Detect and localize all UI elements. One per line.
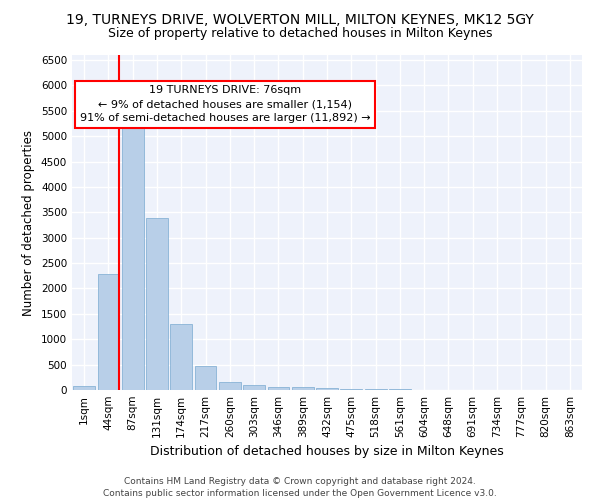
Y-axis label: Number of detached properties: Number of detached properties bbox=[22, 130, 35, 316]
Bar bbox=[219, 382, 241, 390]
Bar bbox=[340, 389, 362, 390]
Bar bbox=[268, 386, 289, 390]
Bar bbox=[292, 387, 314, 390]
Bar bbox=[316, 388, 338, 390]
Bar bbox=[97, 274, 119, 390]
Bar bbox=[170, 324, 192, 390]
Bar bbox=[146, 218, 168, 390]
Bar bbox=[365, 389, 386, 390]
Bar bbox=[73, 386, 95, 390]
Bar bbox=[122, 115, 143, 390]
Text: Size of property relative to detached houses in Milton Keynes: Size of property relative to detached ho… bbox=[108, 28, 492, 40]
Text: 19 TURNEYS DRIVE: 76sqm
← 9% of detached houses are smaller (1,154)
91% of semi-: 19 TURNEYS DRIVE: 76sqm ← 9% of detached… bbox=[80, 85, 370, 123]
Text: 19, TURNEYS DRIVE, WOLVERTON MILL, MILTON KEYNES, MK12 5GY: 19, TURNEYS DRIVE, WOLVERTON MILL, MILTO… bbox=[66, 12, 534, 26]
X-axis label: Distribution of detached houses by size in Milton Keynes: Distribution of detached houses by size … bbox=[150, 446, 504, 458]
Text: Contains HM Land Registry data © Crown copyright and database right 2024.
Contai: Contains HM Land Registry data © Crown c… bbox=[103, 476, 497, 498]
Bar bbox=[194, 366, 217, 390]
Bar bbox=[243, 386, 265, 390]
